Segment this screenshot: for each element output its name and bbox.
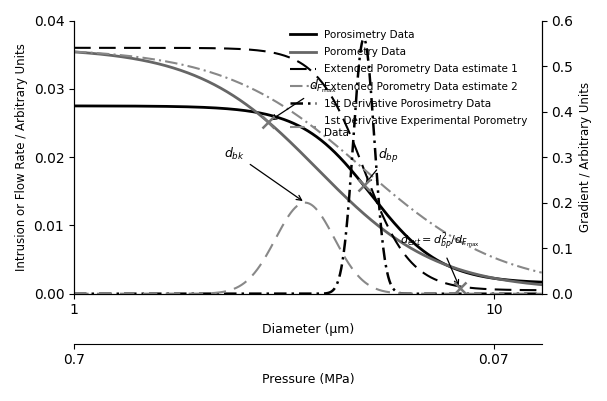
- Porometry Data: [285, 138, 293, 143]
- Line: Extended Porometry Data estimate 1: Extended Porometry Data estimate 1: [74, 48, 541, 290]
- 1st Derivative Porosimetry Data: [439, 291, 446, 296]
- 1st Derivative Porosimetry Data: [94, 291, 101, 296]
- Porosimetry Data: [298, 125, 305, 130]
- Line: 1st Derivative Experimental Porometry
Data: 1st Derivative Experimental Porometry Da…: [74, 203, 541, 294]
- 1st Derivative Experimental Porometry
Data: [524, 291, 532, 296]
- Extended Porometry Data estimate 1: [524, 288, 532, 292]
- 1st Derivative Porosimetry Data: [298, 291, 305, 296]
- Extended Porometry Data estimate 1: [524, 288, 532, 292]
- 1st Derivative Experimental Porometry
Data: [94, 291, 101, 296]
- Extended Porometry Data estimate 1: [285, 55, 293, 60]
- Porosimetry Data: [524, 279, 532, 284]
- Porosimetry Data: [538, 280, 545, 285]
- 1st Derivative Experimental Porometry
Data: [301, 200, 308, 205]
- Extended Porometry Data estimate 2: [94, 51, 101, 55]
- 1st Derivative Porosimetry Data: [524, 291, 532, 296]
- Extended Porometry Data estimate 1: [439, 280, 446, 285]
- Text: $d_{ext} = d_{bp}^{2}/d_{F_{\rm max}}$: $d_{ext} = d_{bp}^{2}/d_{F_{\rm max}}$: [400, 231, 480, 284]
- Extended Porometry Data estimate 1: [70, 45, 78, 50]
- Porometry Data: [524, 281, 532, 286]
- Extended Porometry Data estimate 2: [524, 267, 532, 271]
- Porosimetry Data: [439, 261, 446, 265]
- Line: Porosimetry Data: Porosimetry Data: [74, 106, 541, 282]
- Porometry Data: [538, 282, 545, 287]
- Y-axis label: Intrusion or Flow Rate / Arbitrary Units: Intrusion or Flow Rate / Arbitrary Units: [15, 43, 28, 271]
- 1st Derivative Experimental Porometry
Data: [298, 201, 305, 206]
- 1st Derivative Porosimetry Data: [285, 291, 293, 296]
- Porometry Data: [70, 50, 78, 55]
- Porometry Data: [298, 150, 305, 155]
- Porometry Data: [439, 261, 446, 266]
- Line: Porometry Data: Porometry Data: [74, 52, 541, 285]
- 1st Derivative Experimental Porometry
Data: [285, 213, 293, 218]
- Porometry Data: [94, 51, 101, 56]
- Extended Porometry Data estimate 2: [524, 267, 532, 271]
- 1st Derivative Experimental Porometry
Data: [439, 291, 446, 296]
- 1st Derivative Experimental Porometry
Data: [524, 291, 532, 296]
- Extended Porometry Data estimate 2: [70, 49, 78, 54]
- Extended Porometry Data estimate 2: [285, 107, 293, 112]
- X-axis label: Diameter (μm): Diameter (μm): [262, 323, 354, 336]
- Extended Porometry Data estimate 2: [439, 228, 446, 233]
- 1st Derivative Porosimetry Data: [361, 36, 368, 41]
- Legend: Porosimetry Data, Porometry Data, Extended Porometry Data estimate 1, Extended P: Porosimetry Data, Porometry Data, Extend…: [286, 26, 532, 142]
- Porosimetry Data: [94, 103, 101, 108]
- X-axis label: Pressure (MPa): Pressure (MPa): [262, 373, 354, 386]
- 1st Derivative Porosimetry Data: [70, 291, 78, 296]
- Extended Porometry Data estimate 1: [538, 288, 545, 293]
- Porosimetry Data: [70, 103, 78, 108]
- 1st Derivative Experimental Porometry
Data: [538, 291, 545, 296]
- Extended Porometry Data estimate 1: [298, 61, 305, 66]
- 1st Derivative Porosimetry Data: [524, 291, 532, 296]
- Extended Porometry Data estimate 1: [94, 45, 101, 50]
- Extended Porometry Data estimate 2: [538, 270, 545, 275]
- Porosimetry Data: [524, 279, 532, 284]
- Text: $d_{F_{\rm max}}$: $d_{F_{\rm max}}$: [272, 77, 337, 119]
- Porosimetry Data: [285, 119, 293, 124]
- Y-axis label: Gradient / Arbitrary Units: Gradient / Arbitrary Units: [579, 82, 592, 232]
- 1st Derivative Experimental Porometry
Data: [70, 291, 78, 296]
- Porometry Data: [524, 281, 532, 286]
- 1st Derivative Porosimetry Data: [538, 291, 545, 296]
- Text: $d_{bk}$: $d_{bk}$: [225, 146, 302, 200]
- Line: 1st Derivative Porosimetry Data: 1st Derivative Porosimetry Data: [74, 39, 541, 294]
- Line: Extended Porometry Data estimate 2: Extended Porometry Data estimate 2: [74, 52, 541, 273]
- Text: $d_{bp}$: $d_{bp}$: [367, 147, 398, 182]
- Extended Porometry Data estimate 2: [298, 116, 305, 121]
